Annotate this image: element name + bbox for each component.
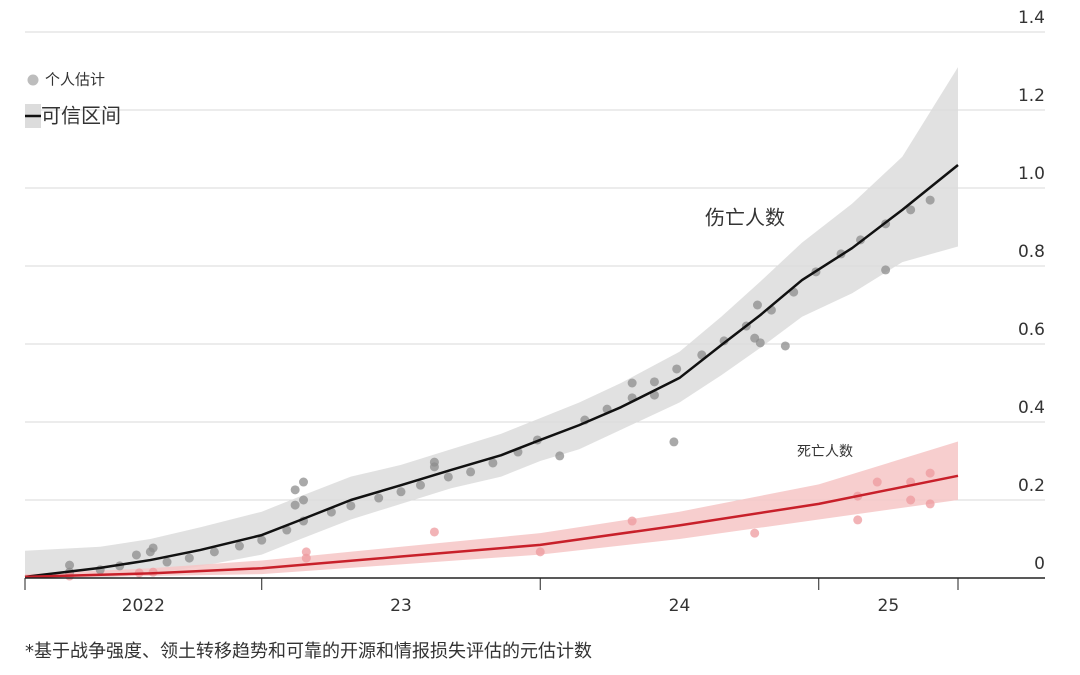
estimate-point — [346, 501, 356, 511]
x-tick-label: 25 — [878, 596, 900, 616]
estimate-point — [780, 341, 790, 351]
y-tick-label: 0.6 — [1018, 320, 1045, 340]
y-tick-label: 1.2 — [1018, 86, 1045, 106]
y-tick-label: 1.4 — [1018, 8, 1045, 28]
y-tick-label: 1.0 — [1018, 164, 1045, 184]
x-tick-label: 23 — [390, 596, 412, 616]
y-tick-label: 0.8 — [1018, 242, 1045, 262]
estimate-point — [209, 547, 219, 557]
y-tick-label: 0.2 — [1018, 476, 1045, 496]
estimate-point — [429, 462, 439, 472]
legend: 个人估计 可信区间 — [25, 71, 121, 128]
estimate-point — [881, 265, 891, 275]
estimate-point — [65, 560, 75, 570]
estimate-point — [374, 493, 384, 503]
estimate-point — [282, 525, 292, 535]
estimate-point — [627, 516, 637, 526]
plot-area — [24, 67, 959, 581]
estimate-point — [906, 205, 916, 215]
estimate-point — [925, 499, 935, 509]
estimate-point — [301, 547, 311, 557]
estimate-point — [301, 553, 311, 563]
estimate-point — [672, 364, 682, 374]
y-tick-label: 0 — [1034, 554, 1045, 574]
estimate-point — [906, 495, 916, 505]
estimate-point — [234, 541, 244, 551]
estimate-point — [290, 500, 300, 510]
x-tick-label: 2022 — [122, 596, 165, 616]
estimate-point — [443, 472, 453, 482]
series-line — [24, 164, 959, 579]
estimate-point — [755, 338, 765, 348]
estimate-point — [649, 377, 659, 387]
estimate-point — [429, 527, 439, 537]
estimate-point — [184, 553, 194, 563]
series-annotation: 死亡人数 — [797, 444, 853, 460]
estimate-point — [131, 550, 141, 560]
estimate-point — [396, 487, 406, 497]
axes: 0 0.2 0.4 0.6 0.8 1.0 1.2 1.4 2022 23 24 25 — [24, 8, 1045, 616]
y-tick-label: 0.4 — [1018, 398, 1045, 418]
series-line — [24, 474, 959, 579]
estimate-point — [162, 557, 172, 567]
estimate-point — [290, 485, 300, 495]
estimate-point — [853, 515, 863, 525]
estimate-point — [925, 195, 935, 205]
estimate-point — [415, 480, 425, 490]
estimate-point — [299, 495, 309, 505]
estimate-point — [257, 535, 267, 545]
estimate-point — [719, 336, 729, 346]
estimate-point — [750, 528, 760, 538]
x-tick-label: 24 — [669, 596, 691, 616]
legend-label: 可信区间 — [41, 104, 121, 128]
estimate-point — [148, 543, 158, 553]
estimate-point — [752, 300, 762, 310]
confidence-band — [25, 441, 958, 578]
estimate-point — [535, 547, 545, 557]
estimate-point — [669, 437, 679, 447]
estimate-point — [299, 477, 309, 487]
confidence-band — [25, 67, 958, 578]
estimate-point — [872, 477, 882, 487]
estimate-point — [466, 467, 476, 477]
legend-dot — [27, 74, 39, 86]
estimate-point — [925, 468, 935, 478]
estimate-point — [488, 458, 498, 468]
estimate-point — [555, 451, 565, 461]
legend-label: 个人估计 — [45, 71, 105, 89]
footnote: *基于战争强度、领土转移趋势和可靠的开源和情报损失评估的元估计数 — [25, 641, 592, 662]
estimate-point — [627, 378, 637, 388]
series-annotation: 伤亡人数 — [705, 206, 785, 230]
